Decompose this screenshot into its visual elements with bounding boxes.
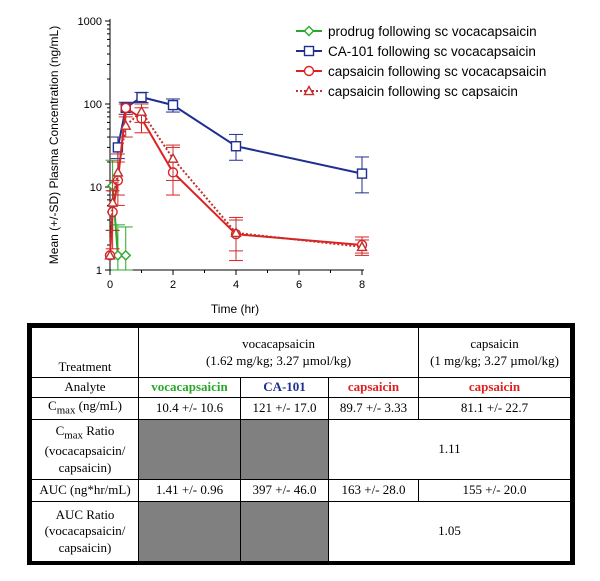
data-point — [356, 168, 368, 179]
analyte-ca101: CA-101 — [240, 377, 329, 398]
data-point — [120, 102, 131, 114]
cmax-ratio-label-line1: Cmax Ratio — [34, 423, 136, 443]
auc-value-vocacapsaicin: 1.41 +/- 0.96 — [138, 479, 241, 502]
y-axis-label: Mean (+/-SD) Plasma Concentration (ng/mL… — [47, 26, 61, 264]
pk-summary-table: Treatment vocacapsaicin (1.62 mg/kg; 3.2… — [31, 327, 571, 562]
treatment-capsaicin-dose: (1 mg/kg; 3.27 µmol/kg) — [430, 352, 559, 368]
x-tick-label: 2 — [170, 279, 176, 291]
table-row-auc: AUC (ng*hr/mL) 1.41 +/- 0.96 397 +/- 46.… — [31, 479, 571, 502]
cmax-label-sub: max — [56, 405, 76, 418]
treatment-capsaicin-title: capsaicin — [470, 336, 519, 352]
cmax-ratio-label-line2: (vocacapsaicin/ — [44, 443, 126, 459]
data-point — [135, 105, 148, 116]
data-point — [167, 152, 179, 163]
pk-chart: 1 10 100 1000 0 2 4 6 8 prodrug following sc voc… — [47, 16, 546, 316]
treatment-vocacapsaicin-dose: (1.62 mg/kg; 3.27 µmol/kg) — [205, 352, 352, 368]
cmax-value-capsaicin-cap: 81.1 +/- 22.7 — [418, 397, 571, 420]
y-tick-label: 1 — [96, 265, 102, 277]
cmax-ratio-label: Cmax Ratio (vocacapsaicin/ capsaicin) — [31, 419, 139, 480]
auc-value-capsaicin-voca: 163 +/- 28.0 — [327, 479, 420, 502]
table-row-cmax-ratio: Cmax Ratio (vocacapsaicin/ capsaicin) 1.… — [31, 419, 571, 480]
data-point — [136, 91, 147, 103]
x-tick-label: 0 — [107, 279, 113, 291]
x-tick-label: 6 — [296, 279, 302, 291]
x-tick-label: 8 — [359, 279, 365, 291]
auc-label: AUC (ng*hr/mL) — [31, 479, 139, 502]
cmax-ratio-label-c: C — [55, 423, 65, 439]
chart-legend: prodrug following sc vocacapsaicin CA-101… — [296, 24, 546, 99]
auc-ratio-label-line2: (vocacapsaicin/ — [44, 523, 126, 539]
auc-ratio-empty-2 — [240, 501, 329, 562]
y-tick-label: 10 — [90, 182, 102, 194]
legend-marker — [303, 85, 315, 96]
data-point — [104, 249, 116, 260]
auc-value-capsaicin-cap: 155 +/- 20.0 — [418, 479, 571, 502]
cmax-ratio-label-word: Ratio — [82, 423, 115, 439]
auc-ratio-value: 1.05 — [328, 501, 571, 562]
cmax-value-capsaicin-voca: 89.7 +/- 3.33 — [327, 397, 420, 420]
auc-ratio-empty-1 — [138, 501, 241, 562]
table-row-auc-ratio: AUC Ratio (vocacapsaicin/ capsaicin) 1.0… — [31, 501, 571, 562]
legend-entry: capsaicin following sc vocacapsaicin — [328, 64, 546, 79]
analyte-capsaicin-voca: capsaicin — [327, 377, 420, 398]
cmax-value-ca101: 121 +/- 17.0 — [240, 397, 329, 420]
pk-summary-table-frame: Treatment vocacapsaicin (1.62 mg/kg; 3.2… — [27, 323, 575, 565]
treatment-label: Treatment — [31, 327, 139, 378]
chart-axes: 1 10 100 1000 0 2 4 6 8 — [78, 16, 366, 291]
cmax-ratio-label-line3: capsaicin) — [58, 459, 112, 475]
x-axis-label: Time (hr) — [211, 302, 259, 316]
auc-ratio-label-line1: AUC Ratio — [55, 507, 115, 523]
cmax-label: Cmax (ng/mL) — [31, 397, 139, 420]
table-row-treatment: Treatment vocacapsaicin (1.62 mg/kg; 3.2… — [31, 327, 571, 378]
data-point — [120, 249, 132, 261]
legend-entry: CA-101 following sc vocacapsaicin — [328, 44, 536, 59]
analyte-vocacapsaicin: vocacapsaicin — [138, 377, 241, 398]
series-1 — [110, 91, 369, 194]
cmax-label-unit: (ng/mL) — [75, 398, 122, 414]
legend-entry: capsaicin following sc capsaicin — [328, 84, 518, 99]
cmax-ratio-empty-1 — [138, 419, 241, 480]
legend-marker — [303, 25, 315, 37]
data-point — [112, 166, 124, 177]
data-point — [230, 141, 242, 152]
cmax-value-vocacapsaicin: 10.4 +/- 10.6 — [138, 397, 241, 420]
data-point — [106, 196, 119, 207]
legend-marker — [303, 65, 315, 77]
treatment-capsaicin: capsaicin (1 mg/kg; 3.27 µmol/kg) — [418, 327, 571, 378]
auc-value-ca101: 397 +/- 46.0 — [240, 479, 329, 502]
analyte-capsaicin-cap: capsaicin — [418, 377, 571, 398]
x-tick-label: 4 — [233, 279, 239, 291]
y-tick-label: 100 — [84, 99, 102, 111]
data-point — [120, 119, 132, 130]
auc-ratio-label: AUC Ratio (vocacapsaicin/ capsaicin) — [31, 501, 139, 562]
table-row-cmax: Cmax (ng/mL) 10.4 +/- 10.6 121 +/- 17.0 … — [31, 397, 571, 420]
series-line — [109, 110, 363, 256]
data-point — [167, 99, 179, 111]
cmax-ratio-label-sub: max — [64, 429, 83, 442]
cmax-ratio-empty-2 — [240, 419, 329, 480]
cmax-label-c: C — [48, 398, 57, 414]
auc-ratio-label-line3: capsaicin) — [58, 539, 112, 555]
treatment-vocacapsaicin-title: vocacapsaicin — [242, 336, 315, 352]
legend-entry: prodrug following sc vocacapsaicin — [328, 24, 537, 39]
analyte-label: Analyte — [31, 377, 139, 398]
chart-series — [104, 91, 369, 271]
data-point — [230, 226, 242, 238]
table-row-analyte: Analyte vocacapsaicin CA-101 capsaicin c… — [31, 377, 571, 398]
data-point — [356, 240, 368, 252]
treatment-vocacapsaicin: vocacapsaicin (1.62 mg/kg; 3.27 µmol/kg) — [137, 327, 420, 378]
y-tick-label: 1000 — [78, 16, 102, 28]
legend-marker — [303, 45, 315, 57]
series-3 — [104, 103, 369, 260]
series-line — [116, 96, 363, 175]
cmax-ratio-value: 1.11 — [328, 419, 571, 480]
